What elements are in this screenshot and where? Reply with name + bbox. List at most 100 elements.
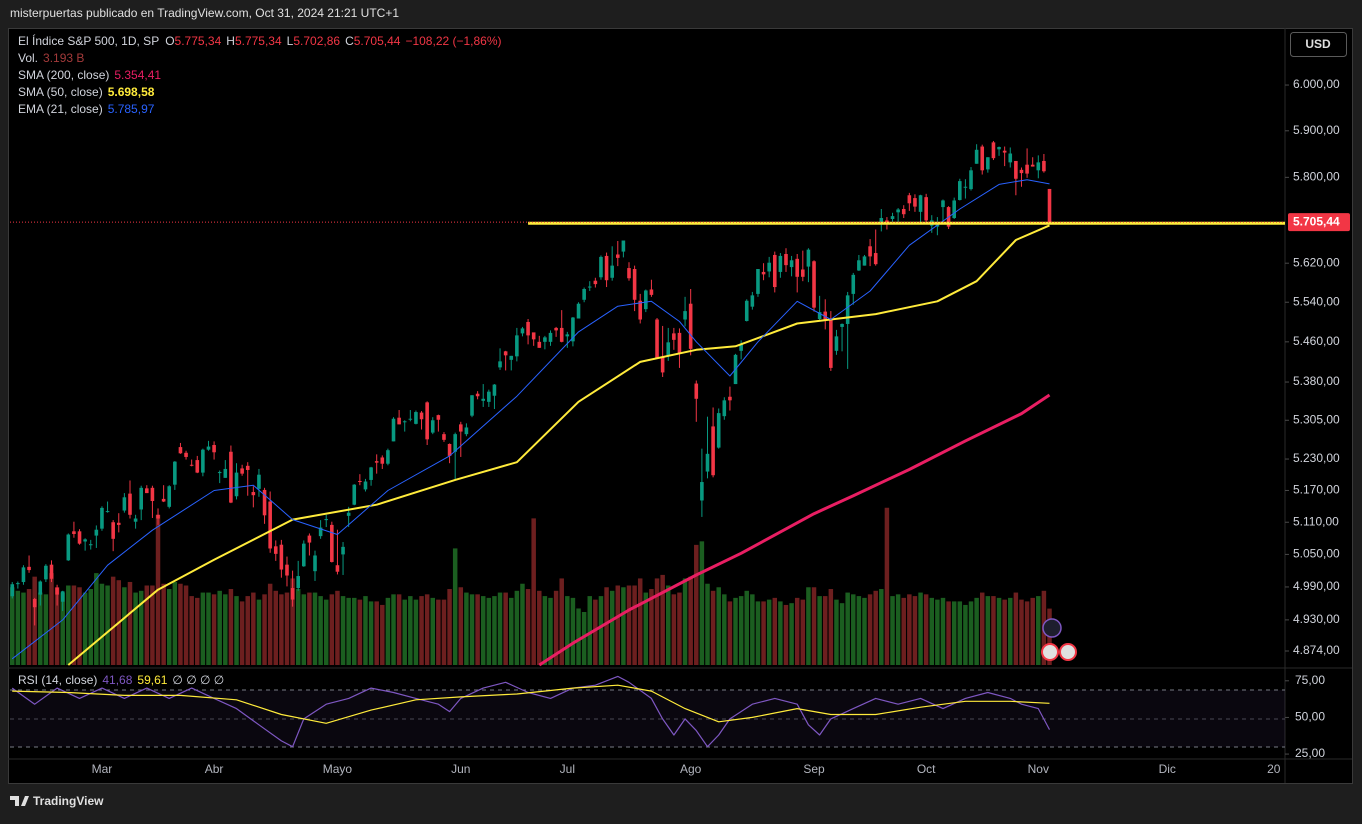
candle-body (487, 391, 491, 402)
volume-bar (873, 590, 878, 665)
candle-body (649, 289, 654, 295)
volume-bar (340, 596, 346, 665)
legend-line: EMA (21, close) 5.785,97 (18, 102, 155, 116)
candle-body (554, 327, 558, 331)
footer (0, 785, 1362, 819)
candle-body (969, 170, 973, 190)
volume-bar (716, 587, 721, 665)
volume-bar (396, 594, 402, 665)
volume-bar (963, 604, 968, 665)
volume-bar (923, 594, 929, 665)
volume-bar (110, 576, 116, 665)
volume-bar (267, 583, 273, 665)
candle-body (801, 269, 805, 277)
volume-bar (951, 601, 957, 665)
candle-body (952, 200, 956, 219)
volume-bar (380, 604, 385, 665)
candle-body (1025, 164, 1029, 174)
volume-bar (195, 597, 200, 665)
candle-body (795, 258, 799, 277)
volume-bar (60, 592, 65, 665)
event-icon[interactable] (1041, 643, 1059, 661)
candle-body (475, 393, 480, 397)
candle-body (195, 460, 200, 473)
event-icon[interactable] (1042, 618, 1062, 638)
candle-body (834, 336, 839, 351)
currency-box[interactable] (1290, 32, 1347, 57)
x-tick-label: Sep (803, 762, 825, 776)
candle-body (498, 361, 502, 368)
volume-bar (38, 592, 43, 665)
volume-bar (200, 592, 206, 665)
candle-body (812, 261, 816, 308)
volume-bar (279, 594, 284, 665)
volume-bar (88, 589, 93, 665)
volume-bar (598, 596, 604, 665)
volume-bar (223, 594, 228, 665)
candle-body (44, 565, 48, 580)
volume-bar (565, 596, 570, 665)
candle-body (901, 208, 906, 215)
volume-bar (862, 597, 867, 665)
volume-bar (385, 597, 391, 665)
volume-bar (464, 592, 469, 665)
candle-body (543, 337, 547, 342)
volume-bar (509, 597, 514, 665)
indicator-line (67, 224, 1050, 666)
volume-bar (228, 589, 234, 665)
currency[interactable]: USD (1305, 37, 1331, 51)
volume-bar (323, 599, 329, 665)
candle-body (32, 598, 37, 608)
candle-body (941, 200, 945, 208)
event-icon[interactable] (1059, 643, 1077, 661)
candle-body (660, 357, 665, 373)
volume-bar (851, 594, 856, 665)
candle-body (38, 581, 43, 595)
volume-bar (929, 597, 935, 665)
candle-body (268, 501, 272, 549)
candle-body (672, 333, 676, 340)
candle-body (94, 529, 99, 536)
volume-bar (570, 597, 576, 665)
indicator-name: SMA (200, close) (18, 68, 109, 82)
candle-body (750, 295, 755, 307)
candle-body (173, 461, 177, 485)
volume-bar (503, 592, 508, 665)
rsi-extra: ∅ ∅ ∅ ∅ (172, 673, 224, 687)
volume-bar (559, 578, 564, 665)
volume-bar (907, 594, 912, 665)
volume-bar (867, 594, 873, 665)
candle-body (924, 197, 928, 221)
volume-bar (537, 590, 542, 665)
volume-bar (419, 596, 424, 665)
candle-body (150, 487, 155, 502)
y-tick-label: 5.540,00 (1293, 294, 1340, 308)
x-tick-label: Jun (451, 762, 470, 776)
volume-bar (946, 601, 951, 665)
candle-body (318, 527, 323, 537)
volume-bar (766, 599, 772, 665)
brand[interactable]: TradingView (33, 794, 104, 808)
indicator-name: SMA (50, close) (18, 85, 103, 99)
candle-body (133, 518, 138, 522)
volume-bar (26, 589, 32, 665)
candle-body (862, 256, 867, 266)
volume-bar (217, 590, 222, 665)
y-tick-label: 5.230,00 (1293, 451, 1340, 465)
volume-bar (514, 590, 520, 665)
candle-body (83, 539, 87, 542)
volume-bar (441, 599, 447, 665)
candle-body (515, 335, 519, 357)
last-price-box (1288, 213, 1350, 232)
volume-bar (1030, 597, 1035, 665)
volume-bar (413, 599, 419, 665)
candle-body (72, 531, 76, 534)
volume-bar (374, 601, 379, 665)
candle-body (189, 464, 194, 466)
volume-bar (738, 596, 744, 665)
volume-bar (480, 596, 486, 665)
volume-bar (901, 597, 906, 665)
candle-body (918, 195, 923, 212)
